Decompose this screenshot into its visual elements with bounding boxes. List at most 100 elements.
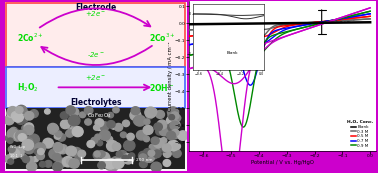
Circle shape [162,128,170,134]
Circle shape [25,112,34,120]
Circle shape [139,160,147,168]
Circle shape [162,144,171,152]
Circle shape [148,150,155,156]
Circle shape [30,110,38,118]
Circle shape [5,155,14,163]
Circle shape [34,143,46,153]
Circle shape [144,136,150,142]
Circle shape [170,130,180,139]
Circle shape [13,112,23,122]
Circle shape [28,157,34,162]
Text: 2Co$^{2+}$: 2Co$^{2+}$ [17,31,44,44]
Circle shape [124,140,135,151]
Circle shape [56,131,61,136]
Circle shape [68,127,77,135]
Circle shape [56,131,62,137]
Circle shape [122,155,129,161]
Text: H$_2$O$_2$: H$_2$O$_2$ [17,81,39,94]
Circle shape [107,141,118,151]
Text: Electrode: Electrode [75,3,116,12]
Circle shape [22,140,34,150]
Circle shape [15,130,27,141]
Circle shape [153,150,161,158]
Circle shape [33,156,39,162]
Circle shape [12,147,23,157]
Circle shape [73,128,83,136]
Circle shape [7,110,15,117]
Circle shape [18,134,26,141]
Circle shape [113,107,119,113]
Circle shape [167,140,179,151]
Circle shape [50,126,57,133]
Text: 10.1  1: 10.1 1 [10,154,22,158]
Circle shape [151,108,157,114]
Circle shape [97,140,102,146]
Circle shape [68,115,80,126]
Circle shape [115,124,122,131]
Circle shape [13,133,22,141]
Circle shape [26,138,33,144]
Circle shape [19,106,27,114]
Circle shape [14,132,22,140]
Bar [6,3,185,67]
Circle shape [116,151,122,157]
Circle shape [112,143,121,151]
Circle shape [14,147,24,157]
Circle shape [107,161,117,170]
Y-axis label: Current density / mA cm⁻²: Current density / mA cm⁻² [169,41,174,111]
Circle shape [169,115,175,120]
Circle shape [118,151,127,160]
Circle shape [129,153,135,159]
Circle shape [167,131,176,140]
Circle shape [108,112,113,118]
Circle shape [131,107,140,115]
Circle shape [122,120,130,127]
Circle shape [178,131,188,140]
Circle shape [11,112,20,120]
Circle shape [24,125,34,135]
Circle shape [16,105,26,115]
Text: -50 mA cm⁻²: -50 mA cm⁻² [327,20,355,24]
Text: +2e$^-$: +2e$^-$ [85,73,107,82]
Circle shape [138,151,148,160]
Circle shape [69,159,79,168]
Circle shape [10,127,17,134]
Circle shape [22,111,31,119]
Circle shape [77,155,83,161]
Circle shape [154,147,161,153]
Circle shape [151,137,159,144]
Circle shape [5,134,14,142]
Bar [6,108,185,169]
Circle shape [53,143,63,151]
Circle shape [39,161,46,167]
Text: WD  Exp: WD Exp [10,145,25,149]
Circle shape [67,158,73,164]
Circle shape [66,130,74,137]
Circle shape [151,162,161,172]
Circle shape [84,107,93,114]
Circle shape [122,154,134,164]
Circle shape [106,136,113,142]
Circle shape [100,122,109,131]
Text: Electrolytes: Electrolytes [70,98,122,107]
Circle shape [166,116,176,125]
Circle shape [168,111,177,120]
Circle shape [130,110,141,120]
Circle shape [78,150,85,157]
Circle shape [98,151,105,157]
Circle shape [21,154,26,160]
Circle shape [53,162,63,171]
Circle shape [48,125,59,134]
Circle shape [20,116,28,122]
Circle shape [98,152,110,163]
Circle shape [7,107,18,116]
Circle shape [24,123,34,131]
Circle shape [71,147,82,157]
Circle shape [37,152,45,160]
Circle shape [173,143,180,150]
Circle shape [118,160,124,166]
Bar [6,67,185,108]
Circle shape [95,123,103,130]
Circle shape [170,112,179,120]
Text: 2Co$^{3+}$: 2Co$^{3+}$ [149,31,175,44]
